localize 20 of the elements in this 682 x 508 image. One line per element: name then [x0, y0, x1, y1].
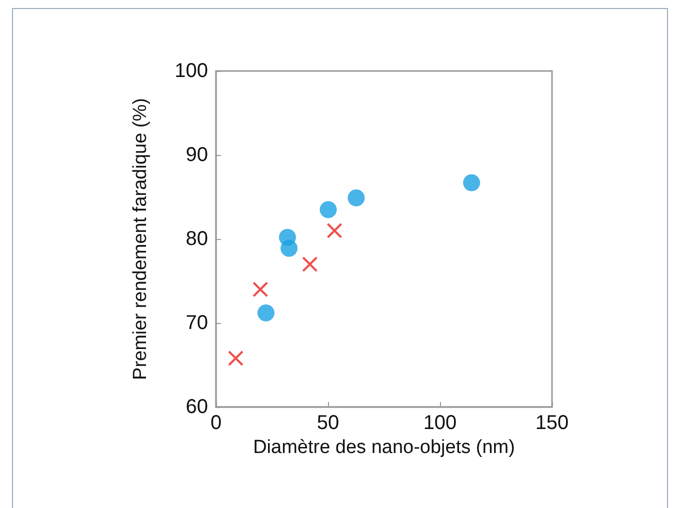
x-tick-label: 50 — [316, 412, 340, 434]
y-tick-label: 80 — [186, 228, 208, 250]
x-axis-title: Diamètre des nano-objets (nm) — [253, 436, 515, 458]
x-tick-label: 150 — [535, 412, 569, 434]
point — [257, 304, 274, 322]
x-tick-label: 0 — [210, 412, 222, 434]
y-axis-title: Premier rendement faradique (%) — [130, 98, 151, 380]
point — [228, 350, 244, 366]
y-tick-label: 70 — [186, 312, 208, 334]
point — [348, 189, 365, 206]
x-tick-label: 100 — [423, 412, 457, 434]
y-tick-label: 90 — [186, 144, 208, 166]
point — [302, 256, 318, 272]
y-tick-label: 60 — [186, 396, 208, 418]
point — [326, 223, 342, 238]
point — [280, 240, 298, 257]
y-tick-label: 100 — [174, 60, 208, 82]
point — [252, 282, 268, 297]
point — [463, 174, 480, 192]
point — [320, 201, 337, 218]
